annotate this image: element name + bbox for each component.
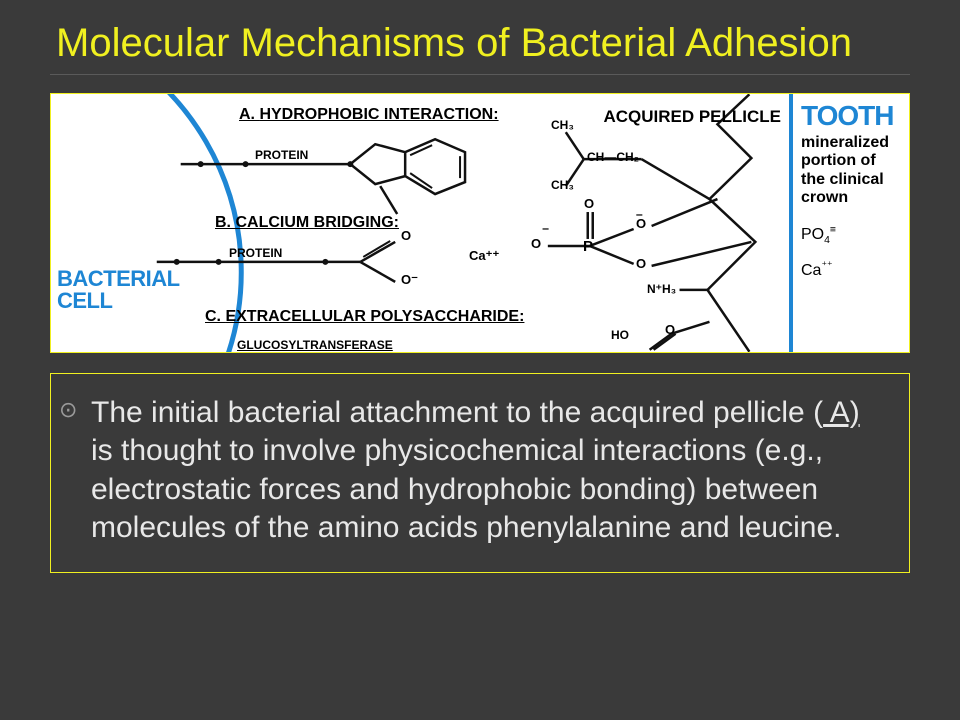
svg-text:⁻: ⁻ — [542, 223, 549, 239]
protein-b-label: PROTEIN — [229, 246, 282, 260]
o-3: O — [531, 236, 541, 251]
tooth-sub: mineralized portion of the clinical crow… — [801, 134, 901, 208]
diagram-frame: ⁻ ⁻ ACQUIRED PELLICLE A. HYDROPHOBIC INT… — [50, 93, 910, 353]
row-b-heading: B. CALCIUM BRIDGING: — [215, 214, 399, 232]
o-2: O⁻ — [401, 272, 418, 288]
o-6: O — [636, 256, 646, 271]
bullet-1: The initial bacterial attachment to the … — [91, 394, 885, 548]
adhesion-diagram: ⁻ ⁻ ACQUIRED PELLICLE A. HYDROPHOBIC INT… — [51, 94, 909, 352]
slide: Molecular Mechanisms of Bacterial Adhesi… — [0, 0, 960, 720]
row-a-heading: A. HYDROPHOBIC INTERACTION: — [239, 106, 499, 124]
p-label: P — [583, 238, 593, 255]
o-4: O — [584, 196, 594, 211]
ca-label: Ca⁺⁺ — [469, 248, 499, 264]
tooth-column: TOOTH mineralized portion of the clinica… — [789, 94, 909, 352]
slide-title: Molecular Mechanisms of Bacterial Adhesi… — [50, 20, 910, 75]
enzyme-label: GLUCOSYLTRANSFERASE — [237, 338, 393, 352]
row-c-heading: C. EXTRACELLULAR POLYSACCHARIDE: — [205, 308, 524, 326]
nh3-label: N⁺H₃ — [647, 282, 676, 296]
acquired-pellicle-label: ACQUIRED PELLICLE — [603, 108, 781, 126]
o-1: O — [401, 228, 411, 243]
ch3-b: CH₃ — [551, 178, 574, 192]
ch-label: CH—CH₂ — [587, 150, 639, 164]
o-5: O — [636, 216, 646, 231]
po4-label: PO4≡ — [801, 226, 901, 244]
protein-a-label: PROTEIN — [255, 148, 308, 162]
bacterial-cell-label: BACTERIALCELL — [57, 268, 180, 312]
body-text-box: The initial bacterial attachment to the … — [50, 373, 910, 573]
tooth-ions: PO4≡ Ca⁺⁺ — [801, 226, 901, 280]
ho-label: HO — [611, 328, 629, 342]
tooth-heading: TOOTH — [801, 100, 901, 132]
ch3-a: CH₃ — [551, 118, 574, 132]
o-7: O — [665, 322, 675, 337]
ca-label-2: Ca⁺⁺ — [801, 262, 901, 280]
